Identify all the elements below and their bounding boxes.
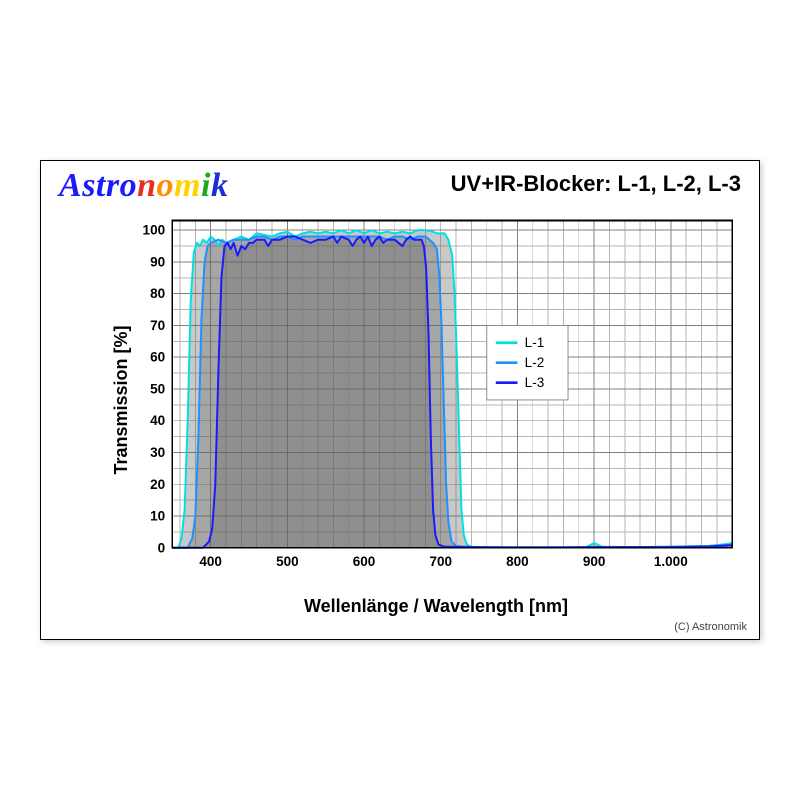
copyright: (C) Astronomik: [674, 621, 747, 633]
brand-logo: Astronomik: [59, 167, 228, 205]
stage: Astronomik UV+IR-Blocker: L-1, L-2, L-3 …: [0, 0, 800, 800]
svg-text:400: 400: [199, 554, 222, 569]
chart-title: UV+IR-Blocker: L-1, L-2, L-3: [451, 171, 741, 197]
svg-text:10: 10: [150, 508, 165, 523]
svg-text:60: 60: [150, 350, 165, 365]
svg-text:50: 50: [150, 381, 165, 396]
svg-text:700: 700: [429, 554, 452, 569]
legend-item-l-2: L-2: [525, 355, 545, 370]
svg-text:1.000: 1.000: [654, 554, 688, 569]
svg-text:900: 900: [583, 554, 606, 569]
svg-text:70: 70: [150, 318, 165, 333]
legend-item-l-1: L-1: [525, 335, 545, 350]
legend-item-l-3: L-3: [525, 375, 545, 390]
plot-svg: 0 10 20 30 40 50 60 70 80 90 100 400 500 600 700 800 900…: [129, 217, 743, 575]
svg-text:800: 800: [506, 554, 529, 569]
svg-text:40: 40: [150, 413, 165, 428]
svg-text:0: 0: [158, 540, 166, 555]
svg-text:600: 600: [353, 554, 376, 569]
svg-text:20: 20: [150, 477, 165, 492]
x-axis-label: Wellenlänge / Wavelength [nm]: [129, 596, 743, 617]
svg-text:90: 90: [150, 254, 165, 269]
chart-card: Astronomik UV+IR-Blocker: L-1, L-2, L-3 …: [40, 160, 760, 640]
plot-area: 0 10 20 30 40 50 60 70 80 90 100 400 500 600 700 800 900…: [129, 217, 743, 575]
svg-text:30: 30: [150, 445, 165, 460]
svg-text:100: 100: [143, 223, 166, 238]
svg-text:500: 500: [276, 554, 299, 569]
svg-text:80: 80: [150, 286, 165, 301]
